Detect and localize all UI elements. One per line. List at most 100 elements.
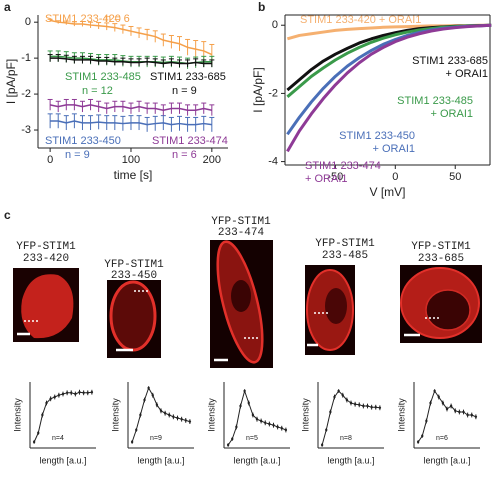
x-tick-label: 0 (47, 154, 53, 166)
point (470, 413, 473, 417)
n-label: n = 6 (172, 149, 197, 161)
y-axis-label: Intensity (300, 398, 310, 432)
point (155, 403, 159, 406)
point (65, 391, 69, 394)
x-tick-label: 200 (203, 154, 221, 166)
series-label: + ORAI1 (431, 108, 474, 120)
x-tick-label: 100 (122, 154, 140, 166)
y-tick-label: -4 (268, 155, 278, 167)
n-label: n = 9 (172, 85, 197, 97)
series-label: STIM1 233-485 (397, 95, 473, 107)
image-title: 233-450 (111, 270, 157, 282)
x-axis-label: length [a.u.] (423, 455, 470, 465)
point (429, 401, 432, 405)
series-label: STIM1 233-420 (45, 13, 121, 25)
x-axis-label: length [a.u.] (233, 455, 280, 465)
n-label: n = 9 (65, 149, 90, 161)
point (337, 389, 340, 393)
point (441, 401, 445, 405)
point (70, 391, 73, 394)
image-title: 233-474 (218, 227, 265, 239)
n-label: n=8 (340, 435, 352, 442)
point (139, 413, 142, 417)
point (168, 413, 171, 417)
point (231, 437, 234, 441)
image-title: 233-685 (418, 253, 464, 265)
y-axis-label: I [pA/pF] (251, 67, 265, 112)
point (425, 419, 428, 423)
image-title: 233-485 (322, 250, 368, 262)
point (163, 412, 167, 415)
n-label: n=6 (436, 435, 448, 442)
point (176, 416, 179, 420)
image-title: YFP-STIM1 (411, 241, 471, 253)
point (135, 428, 138, 432)
point (462, 410, 465, 414)
point (159, 409, 163, 412)
point (353, 403, 357, 406)
point (362, 404, 365, 408)
n-label: n = 6 (105, 13, 130, 25)
point (32, 440, 36, 444)
series-label: STIM1 233-485 (65, 71, 141, 83)
series-label: + ORAI1 (373, 143, 416, 155)
y-axis-label: Intensity (206, 398, 216, 432)
point (454, 409, 457, 412)
point (349, 401, 353, 405)
series-label: STIM1 233-450 (45, 135, 121, 147)
point (268, 422, 271, 426)
point (333, 395, 336, 399)
y-tick-label: 0 (25, 16, 31, 28)
series-label: STIM1 233-474 (152, 135, 228, 147)
point (130, 440, 134, 444)
point (184, 419, 187, 422)
point (86, 391, 89, 394)
point (421, 434, 424, 438)
point (49, 397, 52, 400)
point (37, 431, 40, 435)
point (325, 428, 328, 432)
x-tick-label: -50 (327, 171, 343, 183)
point (188, 420, 192, 423)
point (259, 419, 263, 423)
n-label: n=9 (150, 435, 162, 442)
micrograph (107, 280, 161, 358)
image-title: 233-420 (23, 253, 69, 265)
y-tick-label: -2 (268, 87, 278, 99)
panel-label: b (258, 0, 265, 14)
x-axis-label: time [s] (114, 168, 153, 182)
series-label: STIM1 233-474 (305, 160, 381, 172)
point (280, 427, 283, 430)
point (235, 425, 238, 429)
micrograph (13, 268, 79, 342)
point (341, 394, 344, 397)
point (458, 410, 461, 414)
micrograph (210, 240, 273, 368)
point (370, 406, 373, 409)
image-title: YFP-STIM1 (211, 216, 271, 228)
x-axis-label: length [a.u.] (39, 455, 86, 465)
y-tick-label: -3 (21, 124, 31, 136)
point (284, 428, 288, 432)
point (172, 415, 175, 418)
y-axis-label: Intensity (12, 398, 22, 432)
series-label: STIM1 233-685 (150, 71, 226, 83)
point (53, 395, 56, 399)
point (251, 413, 255, 417)
y-axis-label: Intensity (110, 398, 120, 432)
point (320, 443, 324, 447)
point (78, 391, 81, 394)
series-label: + ORAI1 (305, 173, 348, 185)
n-label: n=4 (52, 435, 64, 442)
x-axis-label: length [a.u.] (327, 455, 374, 465)
y-axis-label: Intensity (396, 398, 406, 432)
point (57, 394, 61, 397)
point (151, 394, 154, 397)
y-tick-label: -1 (21, 52, 31, 64)
point (329, 410, 332, 414)
point (276, 425, 279, 429)
point (82, 391, 85, 394)
x-axis-label: length [a.u.] (137, 455, 184, 465)
x-tick-label: 50 (449, 171, 461, 183)
